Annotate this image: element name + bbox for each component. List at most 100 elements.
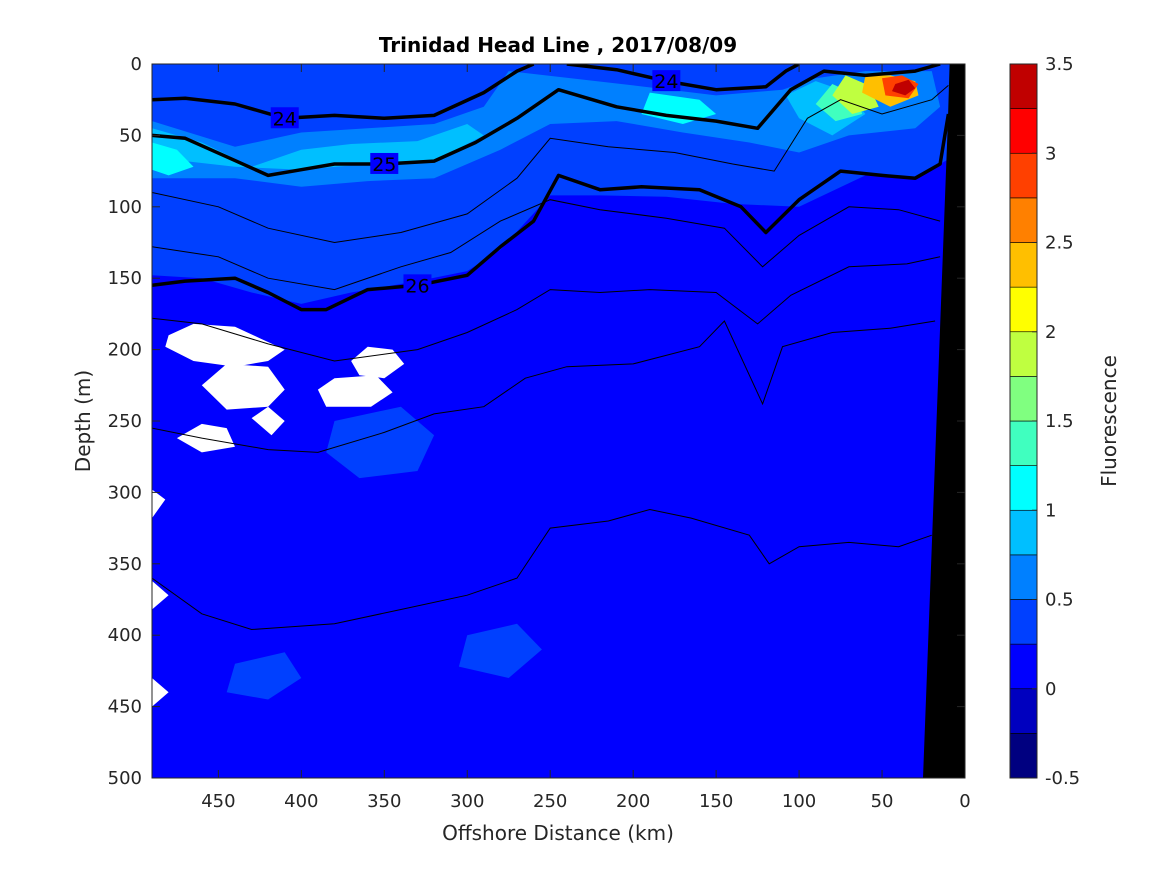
x-tick-300: 300	[450, 64, 484, 812]
y-tick-500: 500	[108, 768, 965, 789]
contour-label-bg	[403, 274, 432, 296]
colorbar-tick-1.5: 1.5	[1032, 411, 1074, 432]
colorbar-tick-2.5: 2.5	[1032, 233, 1074, 254]
colorbar-swatch-14	[1009, 108, 1038, 154]
colorbar-tick-0: 0	[1032, 679, 1056, 700]
density-contour-24-0	[152, 64, 535, 121]
colorbar-swatch-1	[1009, 688, 1038, 734]
fluorescence-patch-14	[892, 79, 916, 96]
y-tick-300: 300	[108, 482, 965, 503]
x-tick-label: 250	[533, 791, 567, 812]
y-tick-0: 0	[131, 54, 965, 75]
missing-data-gap-8	[152, 678, 169, 707]
y-tick-50: 50	[119, 125, 965, 146]
y-tick-label: 300	[108, 482, 142, 503]
plot-data-layer: 24 24 25 26	[152, 64, 965, 778]
y-tick-100: 100	[108, 197, 965, 218]
x-tick-50: 50	[871, 64, 894, 812]
contour-label-0: 24	[270, 107, 299, 130]
contour-label-text: 24	[273, 108, 297, 130]
x-tick-200: 200	[616, 64, 650, 812]
colorbar-swatch-11	[1009, 242, 1038, 288]
x-tick-label: 50	[871, 791, 894, 812]
y-tick-400: 400	[108, 625, 965, 646]
y-tick-450: 450	[108, 697, 965, 718]
colorbar-label: Fluorescence	[1097, 355, 1121, 487]
chart-title: Trinidad Head Line , 2017/08/09	[379, 33, 737, 57]
y-tick-label: 350	[108, 554, 142, 575]
x-tick-label: 350	[367, 791, 401, 812]
colorbar-swatch-13	[1009, 152, 1038, 199]
missing-data-gap-3	[176, 423, 235, 453]
contour-label-bg	[652, 70, 681, 92]
x-tick-label: 450	[201, 791, 235, 812]
y-tick-250: 250	[108, 411, 965, 432]
colorbar-tick-label: 1.5	[1045, 411, 1074, 432]
contour-label-text: 26	[405, 275, 429, 297]
contour-label-2: 25	[370, 152, 399, 176]
x-axis-ticks: 450 400 350 300 250 200 150 100 50 0	[201, 64, 971, 812]
y-axis-ticks: 0 50 100 150 200 250 300 350 400 450 500	[108, 54, 965, 789]
colorbar-swatch-15	[1009, 63, 1038, 109]
x-tick-250: 250	[533, 64, 567, 812]
fluorescence-patch-7	[152, 142, 194, 176]
x-tick-450: 450	[201, 64, 236, 812]
y-tick-label: 50	[119, 125, 142, 146]
thin-contour-4	[152, 508, 932, 631]
missing-data-gap-1	[201, 363, 285, 410]
y-tick-label: 250	[108, 411, 142, 432]
contour-label-bg	[370, 152, 399, 174]
x-tick-label: 200	[616, 791, 650, 812]
colorbar-swatch-0	[1009, 733, 1038, 779]
colorbar-tick-3.5: 3.5	[1032, 54, 1074, 75]
x-tick-label: 150	[699, 791, 733, 812]
colorbar-tick-label: 2	[1045, 322, 1056, 343]
thin-contour-3	[152, 320, 936, 453]
colorbar-tick-label: 2.5	[1045, 233, 1074, 254]
fluorescence-patch-2	[326, 406, 435, 479]
x-axis-label: Offshore Distance (km)	[442, 821, 674, 845]
y-tick-label: 500	[108, 768, 142, 789]
colorbar-swatch-5	[1009, 509, 1038, 556]
x-tick-150: 150	[699, 64, 733, 812]
y-tick-label: 450	[108, 697, 142, 718]
thin-contour-2	[152, 256, 941, 362]
thin-contour-0	[152, 85, 949, 244]
colorbar: 3.5 3 2.5 2 1.5 1 0.5 0 -0.5	[1009, 54, 1080, 789]
y-tick-label: 0	[131, 54, 142, 75]
missing-data-gap-6	[152, 489, 166, 519]
y-axis-label: Depth (m)	[71, 370, 95, 472]
x-tick-400: 400	[284, 64, 319, 812]
bathymetry-mask	[922, 64, 965, 778]
colorbar-swatch-8	[1009, 376, 1038, 422]
missing-data-gap-5	[317, 375, 393, 407]
colorbar-swatch-4	[1009, 554, 1038, 600]
contour-label-1: 24	[652, 70, 681, 93]
contour-label-3: 26	[403, 274, 432, 297]
missing-data-gap-7	[152, 580, 169, 610]
y-tick-label: 400	[108, 625, 142, 646]
y-tick-350: 350	[108, 554, 965, 575]
missing-data-gap-0	[165, 323, 285, 367]
contour-label-bg	[270, 107, 299, 129]
colorbar-swatch-2	[1009, 643, 1038, 690]
colorbar-swatch-6	[1009, 465, 1038, 511]
density-contour-24-1	[566, 64, 800, 92]
missing-data-gaps	[152, 323, 405, 707]
colorbar-swatch-9	[1009, 331, 1038, 377]
colorbar-tick-label: 1	[1045, 500, 1056, 521]
colorbar-tick-label: 0	[1045, 679, 1056, 700]
y-tick-label: 150	[108, 268, 142, 289]
thin-contour-1	[152, 199, 941, 291]
colorbar-tick-1: 1	[1032, 500, 1056, 521]
y-tick-label: 100	[108, 197, 142, 218]
seafloor-mask	[922, 64, 965, 778]
y-tick-label: 200	[108, 340, 142, 361]
colorbar-tick-label: 3	[1045, 143, 1056, 164]
colorbar-swatch-12	[1009, 197, 1038, 243]
contour-label-text: 25	[372, 154, 396, 176]
x-tick-label: 400	[284, 791, 318, 812]
y-tick-200: 200	[108, 340, 965, 361]
colorbar-swatch-3	[1009, 599, 1038, 645]
